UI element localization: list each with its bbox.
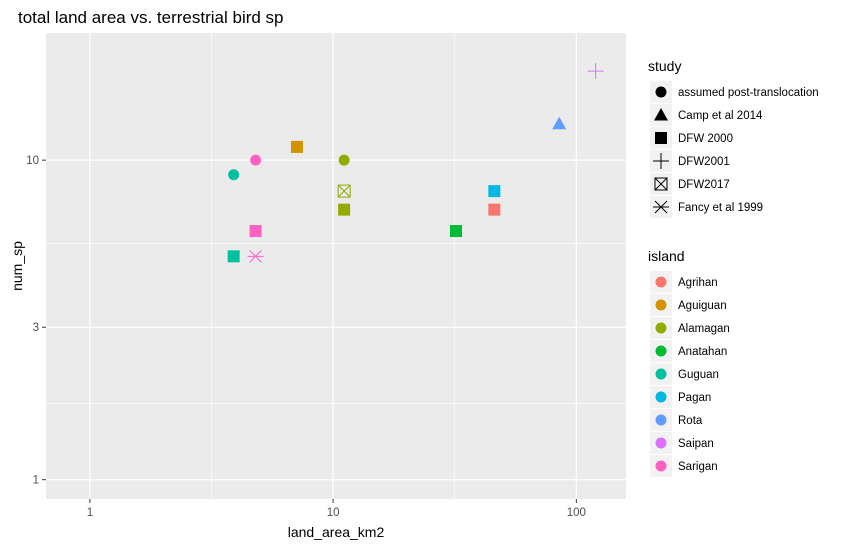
legend-island-key [655,276,667,288]
legend-study-key [653,200,669,214]
legend-island-label: Alamagan [678,323,730,335]
legend-study-key [654,177,668,191]
axis-ticks: 1 10 100 1 3 10 [26,155,586,519]
legend-study-label: DFW2017 [678,179,730,191]
legend-island-key [655,345,667,357]
legend-study: study assumed post-translocation Camp et … [648,58,819,218]
data-point [249,225,262,238]
legend-island-label: Pagan [678,392,711,404]
legend-island-key [655,299,667,311]
data-point [449,225,462,238]
legend-island-label: Aguiguan [678,300,727,312]
x-tick-label: 10 [327,507,340,519]
legend-island-label: Saipan [678,438,714,450]
data-point [247,249,264,263]
y-tick-label: 10 [26,155,39,167]
data-point [338,203,351,216]
plot-panel [46,33,626,499]
legend-study-label: assumed post-translocation [678,87,819,99]
data-point [338,154,350,166]
legend-study-title: study [648,58,681,74]
legend-study-label: DFW2001 [678,156,730,168]
x-axis-title: land_area_km2 [288,524,385,540]
legend-island-label: Guguan [678,369,719,381]
data-point [552,116,567,130]
legend-island-key [655,391,667,403]
legend-study-key [655,132,667,144]
y-axis-title: num_sp [9,241,25,291]
legend-island-label: Agrihan [678,277,718,289]
data-point [488,203,501,216]
grid-lines [46,33,626,499]
data-point [228,169,240,181]
data-points [227,63,604,263]
legend-study-label: DFW 2000 [678,133,733,145]
data-point [337,184,351,198]
legend-island-title: island [648,248,685,264]
data-point [587,63,604,80]
legend-study-label: Camp et al 2014 [678,110,763,122]
legend-island-key [655,460,667,472]
legend-island-label: Rota [678,415,703,427]
data-point [488,185,501,198]
y-tick-label: 1 [33,475,39,487]
legend-study-key [653,153,669,169]
legend-island-key [655,437,667,449]
legend-island: island Agrihan Aguiguan Alamagan Anatahan Gu… [648,248,730,477]
data-point [290,140,303,153]
legend-study-key [654,108,668,121]
data-point [227,250,240,263]
legend-island-key [655,414,667,426]
chart-title: total land area vs. terrestrial bird sp [18,8,284,27]
data-point [250,154,262,166]
legend-island-label: Anatahan [678,346,727,358]
y-tick-label: 3 [33,322,39,334]
legend-island-key [655,322,667,334]
legend-island-label: Sarigan [678,461,718,473]
legend-study-label: Fancy et al 1999 [678,202,763,214]
x-tick-label: 100 [567,507,586,519]
legend-island-key [655,368,667,380]
x-tick-label: 1 [87,507,93,519]
legend-study-key [655,86,667,98]
